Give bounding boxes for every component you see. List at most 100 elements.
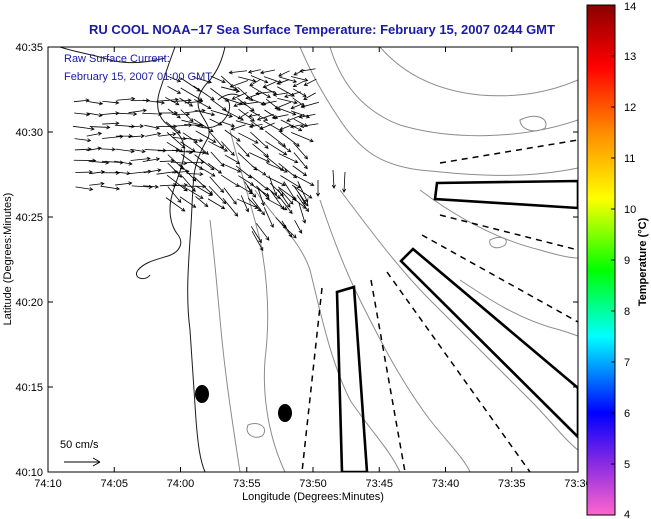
current-arrow xyxy=(278,107,297,116)
current-arrow xyxy=(180,109,194,123)
current-arrow xyxy=(278,188,294,205)
current-arrow xyxy=(222,108,245,121)
y-axis-label: Latitude (Degrees:Minutes) xyxy=(2,193,14,326)
current-arrow xyxy=(233,101,246,108)
current-arrow xyxy=(194,77,213,84)
current-arrow xyxy=(170,161,188,166)
current-arrow xyxy=(274,101,292,110)
current-arrow xyxy=(182,132,198,143)
current-arrow xyxy=(249,78,261,87)
current-arrow xyxy=(74,112,91,117)
colorbar-tick-label: 7 xyxy=(624,357,630,369)
y-tick-label: 40:10 xyxy=(15,467,43,479)
current-arrow xyxy=(272,92,289,97)
x-axis-ticks: 74:10 74:05 74:00 73:55 73:50 73:45 73:40 73:35… xyxy=(34,47,592,490)
current-arrow xyxy=(247,197,262,212)
current-arrow xyxy=(89,181,105,186)
current-arrow xyxy=(342,171,347,193)
current-arrow xyxy=(75,170,93,175)
current-arrow xyxy=(172,169,190,174)
x-tick-label: 73:30 xyxy=(564,478,592,490)
colorbar-tick-label: 4 xyxy=(624,509,630,519)
current-arrow xyxy=(115,181,133,186)
current-arrow xyxy=(207,198,226,210)
current-arrow xyxy=(100,111,120,116)
current-arrow xyxy=(331,169,336,189)
x-tick-label: 73:55 xyxy=(233,478,261,490)
y-tick-label: 40:35 xyxy=(15,42,43,54)
current-arrow xyxy=(260,100,277,106)
current-arrow xyxy=(180,77,201,92)
y-tick-label: 40:20 xyxy=(15,297,43,309)
current-arrow xyxy=(249,152,271,163)
current-arrow xyxy=(186,150,207,155)
current-arrow xyxy=(89,125,111,130)
current-arrow xyxy=(248,113,261,118)
current-arrow xyxy=(74,138,92,143)
current-arrow xyxy=(266,186,281,199)
current-arrow xyxy=(282,224,297,239)
colorbar-ticks: 14 13 12 11 10 9 8 7 6 5 4 xyxy=(611,1,636,519)
current-arrow xyxy=(210,110,233,118)
current-arrow xyxy=(262,120,283,133)
map-plot-area xyxy=(59,47,578,472)
current-arrow xyxy=(116,96,136,101)
current-arrow xyxy=(251,197,265,216)
sampling-box-southeast xyxy=(399,247,578,439)
current-arrow xyxy=(293,142,309,160)
current-arrow xyxy=(238,76,257,83)
current-arrow xyxy=(247,69,261,74)
current-arrow xyxy=(145,131,162,137)
current-arrow xyxy=(143,168,162,174)
current-arrow xyxy=(166,131,186,149)
colorbar-label: Temperature (°C) xyxy=(637,217,649,306)
current-arrow xyxy=(128,108,147,114)
colorbar-tick-label: 8 xyxy=(624,306,630,318)
current-arrow xyxy=(240,195,250,213)
x-tick-label: 73:35 xyxy=(498,478,526,490)
current-arrow xyxy=(166,174,188,192)
current-arrow xyxy=(271,114,289,120)
current-arrow xyxy=(194,99,212,110)
current-arrow xyxy=(143,184,159,189)
current-arrow xyxy=(130,148,146,154)
current-arrow xyxy=(278,153,299,164)
current-arrow xyxy=(179,196,197,208)
current-arrow xyxy=(248,124,263,129)
current-arrow xyxy=(167,186,182,204)
current-arrow xyxy=(142,99,166,105)
current-arrow xyxy=(207,163,223,174)
current-arrow xyxy=(144,124,160,130)
current-arrow xyxy=(296,194,309,213)
y-tick-label: 40:30 xyxy=(15,127,43,139)
current-arrow xyxy=(263,207,274,228)
current-arrow xyxy=(165,97,180,106)
current-arrow xyxy=(86,131,103,137)
current-arrow xyxy=(276,79,289,85)
current-arrow xyxy=(182,185,204,199)
current-arrow xyxy=(116,111,138,117)
current-arrow xyxy=(73,125,95,131)
current-label-line1: Raw Surface Current: xyxy=(64,53,170,65)
current-arrow xyxy=(259,122,275,130)
current-arrow xyxy=(256,185,270,200)
current-arrow xyxy=(220,141,235,156)
current-arrow xyxy=(237,111,249,120)
figure-title: RU COOL NOAA−17 Sea Surface Temperature:… xyxy=(89,22,555,37)
current-arrow xyxy=(259,69,275,75)
current-arrow xyxy=(256,113,274,121)
current-arrow xyxy=(167,162,183,178)
colorbar-tick-label: 12 xyxy=(624,102,636,114)
current-arrow xyxy=(102,100,120,105)
current-arrow xyxy=(222,163,242,173)
current-arrow xyxy=(193,141,209,155)
current-arrow xyxy=(220,75,238,91)
current-arrow xyxy=(257,187,265,207)
current-arrow xyxy=(251,86,271,98)
current-arrow xyxy=(208,185,227,205)
current-arrow xyxy=(270,190,285,210)
current-arrow xyxy=(238,132,259,144)
current-arrow xyxy=(142,157,161,162)
current-arrow xyxy=(194,109,216,117)
